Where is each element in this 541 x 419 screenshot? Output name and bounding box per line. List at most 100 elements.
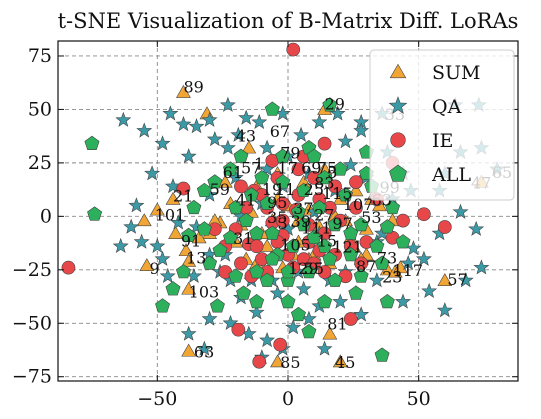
annotation-label: 83 [314,174,334,193]
point-qa [285,319,302,335]
annotation-label: 107 [343,195,374,214]
point-all [395,234,411,249]
y-tick-label: 0 [40,205,52,227]
point-all [209,298,225,313]
annotation-label: 1 [254,154,264,173]
point-all [275,174,291,189]
annotation-label: 17 [278,159,298,178]
point-qa [136,122,153,138]
annotation-label: 87 [356,257,376,276]
point-qa [353,306,370,322]
legend-marker-all [389,164,407,182]
annotation-label: 21 [173,186,193,205]
legend: SUM QA IE ALL [369,49,515,201]
point-all [228,199,244,215]
point-qa [175,116,192,132]
point-qa [154,135,171,151]
point-sum [332,354,348,368]
point-qa [159,267,176,283]
annotation-label: 41 [236,191,256,210]
point-qa [452,203,469,219]
point-sum [149,202,165,216]
annotation-label: 67 [270,122,290,141]
point-ie [286,42,301,57]
point-all [155,298,171,313]
point-all [236,285,252,300]
point-ie [396,213,410,228]
point-ie [176,181,191,196]
point-all [264,101,280,116]
annotation-label: 23 [382,268,402,287]
point-all [306,229,322,245]
annotation-label: 31 [233,229,253,248]
annotation-label: 85 [280,353,300,372]
annotation-label: 91 [181,231,201,250]
point-sum [176,84,191,98]
point-qa [468,220,485,236]
point-qa [188,118,205,134]
point-all [84,135,100,151]
point-qa [201,111,218,127]
y-tick-label: 50 [28,98,52,120]
point-qa [293,126,310,142]
point-qa [230,126,247,142]
point-ie [291,162,306,177]
annotation-label: 25 [304,180,324,199]
point-all [280,294,296,309]
point-qa [269,284,286,301]
point-all [327,272,343,287]
point-ie [275,213,290,228]
point-all [249,264,265,279]
point-qa [123,218,140,234]
annotation-label: 69 [301,159,321,178]
point-all [343,246,359,262]
point-all [264,251,280,266]
point-all [196,221,212,236]
point-all [327,217,343,232]
annotation-label: 101 [155,206,186,225]
point-all [264,225,280,240]
annotation-label: 57 [447,270,467,289]
annotation-label: 3 [278,214,288,233]
point-all [353,268,369,283]
annotation-label: 89 [183,77,203,96]
point-qa [206,131,223,147]
point-ie [349,175,363,189]
point-sum [136,213,152,227]
point-qa [415,250,432,266]
point-sum [199,106,215,120]
point-all [290,204,306,219]
point-ie [252,354,267,369]
x-tick-label: 0 [282,388,294,410]
y-tick-label: 75 [28,45,52,67]
point-all [379,294,395,309]
point-sum [181,253,197,267]
point-all [249,294,265,309]
point-qa [238,109,255,125]
point-sum [181,281,197,295]
legend-label-all: ALL [431,164,471,186]
point-all [223,229,238,245]
annotation-label: 35 [267,208,287,227]
annotation-label: 19 [262,180,282,199]
annotation-label: 57 [241,159,261,178]
annotation-label: 63 [194,342,214,361]
point-all [223,161,238,176]
point-all [249,225,265,240]
point-all [338,187,353,202]
point-qa [337,133,354,149]
annotation-label: 59 [210,180,230,199]
point-sum [181,343,197,357]
point-ie [328,179,342,194]
point-ie [61,260,76,275]
point-sum [437,273,453,286]
point-qa [149,237,166,254]
point-qa [400,255,417,271]
point-all [385,199,401,215]
point-ie [349,200,363,215]
point-all [228,268,244,283]
point-qa [222,314,239,331]
point-qa [180,325,197,341]
point-qa [196,340,213,356]
